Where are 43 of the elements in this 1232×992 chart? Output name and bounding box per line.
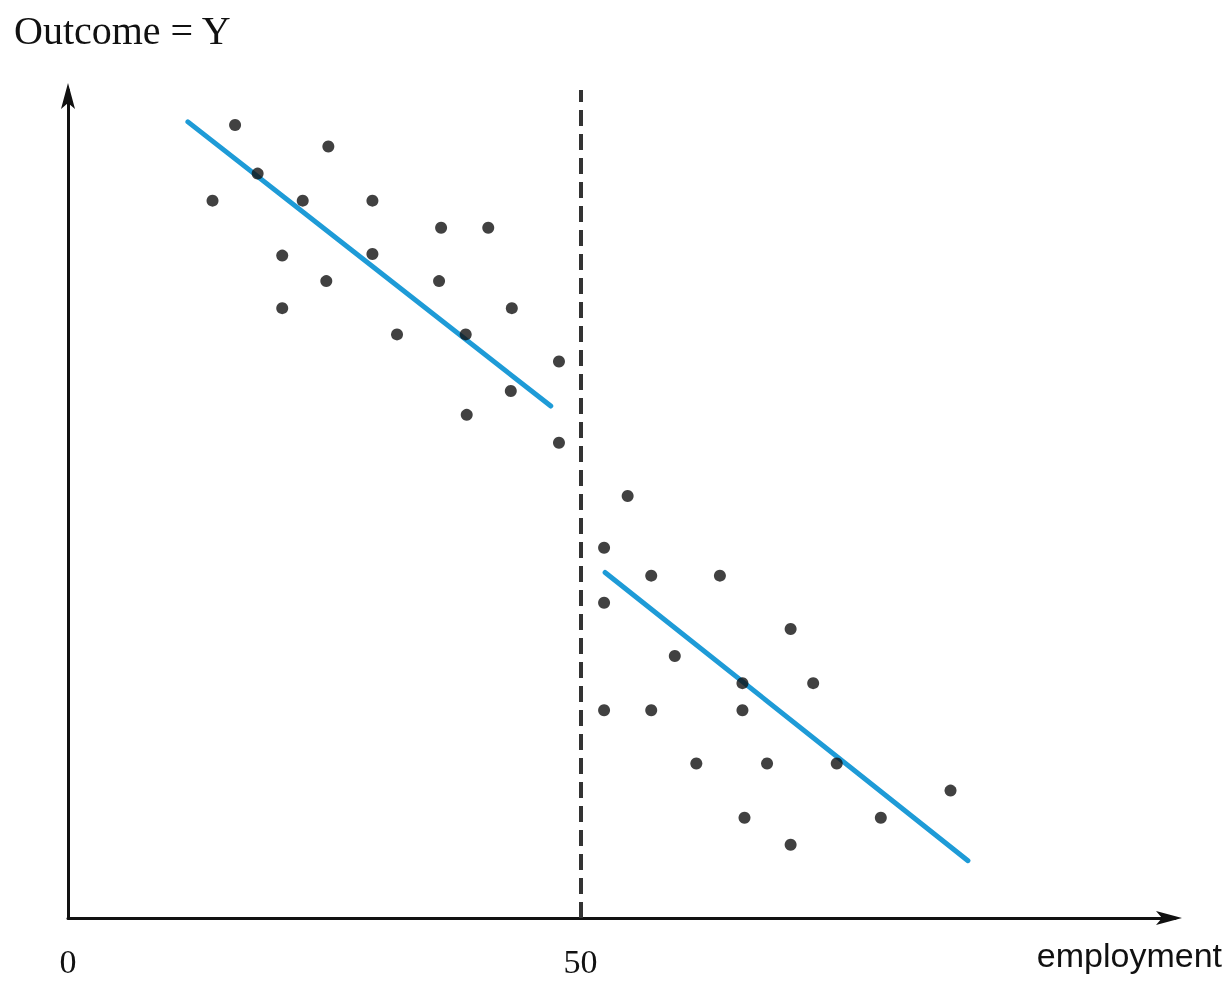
x-tick-label: 50 <box>563 942 598 980</box>
point <box>459 328 472 341</box>
x-axis-title: employment <box>1036 936 1223 974</box>
point <box>690 757 703 770</box>
point <box>830 757 843 770</box>
point <box>366 194 379 207</box>
point <box>276 249 289 262</box>
point <box>366 248 379 260</box>
point <box>645 704 658 717</box>
point <box>944 784 957 797</box>
point <box>460 408 473 421</box>
point <box>296 194 309 207</box>
point <box>761 757 774 770</box>
point <box>552 355 565 368</box>
point <box>736 704 749 717</box>
point <box>505 302 518 315</box>
point <box>668 650 681 663</box>
point <box>645 569 658 582</box>
point <box>482 221 495 234</box>
point <box>598 541 611 554</box>
point <box>552 436 565 449</box>
point <box>738 811 751 824</box>
point <box>874 811 887 824</box>
x-tick-label: 0 <box>59 942 77 980</box>
point <box>251 167 264 180</box>
point <box>320 275 333 288</box>
point <box>504 384 517 397</box>
point <box>784 838 797 851</box>
point <box>229 119 242 132</box>
point <box>391 328 404 341</box>
point <box>807 677 820 690</box>
point <box>621 490 634 503</box>
point <box>435 221 448 234</box>
point <box>322 140 335 153</box>
point <box>276 302 289 315</box>
point <box>784 623 797 635</box>
point <box>598 596 611 609</box>
point <box>713 569 726 582</box>
point <box>736 677 749 690</box>
point <box>598 704 611 717</box>
point <box>433 275 446 288</box>
point <box>206 194 219 207</box>
y-axis-title: Outcome = Y <box>14 7 231 53</box>
